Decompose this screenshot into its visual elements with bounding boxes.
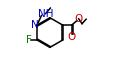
Text: O: O (68, 32, 76, 42)
Text: NH: NH (38, 9, 53, 19)
Text: N: N (31, 20, 39, 30)
Text: F: F (26, 35, 32, 45)
Text: O: O (74, 14, 82, 24)
